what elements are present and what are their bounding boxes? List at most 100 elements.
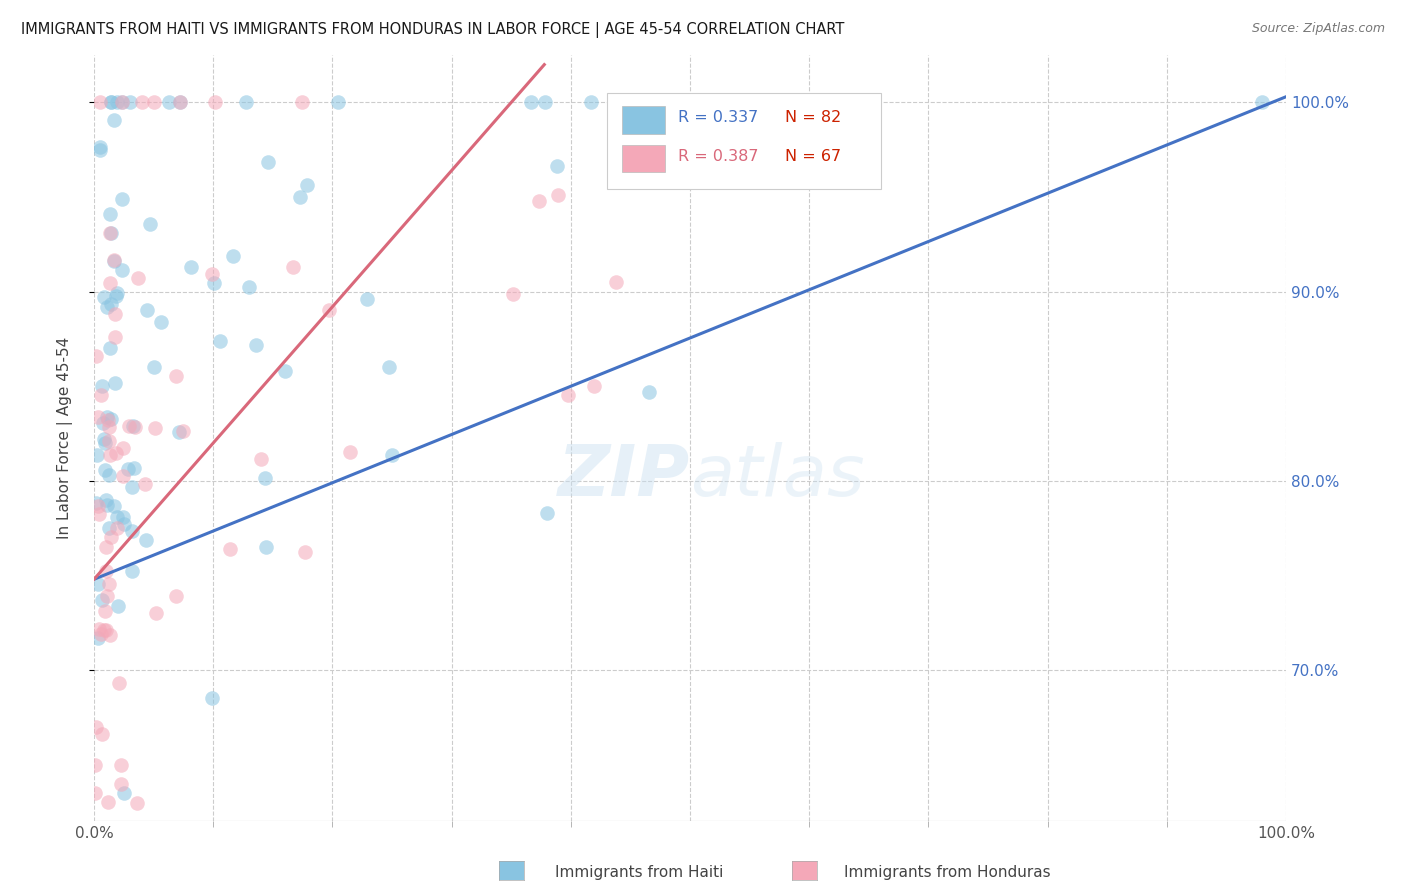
Text: atlas: atlas bbox=[690, 442, 865, 511]
Point bbox=[169, 95, 191, 110]
Point bbox=[254, 471, 277, 485]
Point bbox=[100, 227, 122, 241]
Point bbox=[100, 207, 122, 221]
Point bbox=[118, 419, 141, 434]
Point bbox=[91, 416, 114, 430]
Point bbox=[100, 412, 122, 426]
Point bbox=[201, 690, 224, 705]
Point bbox=[84, 720, 107, 734]
Point bbox=[605, 275, 627, 289]
Text: R = 0.337: R = 0.337 bbox=[678, 111, 758, 126]
Point bbox=[328, 95, 350, 110]
Point bbox=[100, 95, 122, 110]
Point bbox=[679, 114, 702, 128]
Point bbox=[96, 565, 118, 579]
Point bbox=[100, 297, 122, 311]
Point bbox=[94, 493, 117, 508]
Point bbox=[165, 589, 187, 603]
Point bbox=[534, 95, 557, 110]
Point bbox=[110, 193, 132, 207]
Point bbox=[121, 524, 143, 538]
Point bbox=[103, 254, 125, 268]
Point bbox=[638, 384, 661, 399]
Point bbox=[256, 540, 278, 554]
Point bbox=[96, 498, 118, 512]
Point bbox=[245, 338, 267, 352]
Point bbox=[89, 140, 111, 154]
Y-axis label: In Labor Force | Age 45-54: In Labor Force | Age 45-54 bbox=[58, 337, 73, 540]
Text: ZIP: ZIP bbox=[558, 442, 690, 511]
Point bbox=[108, 676, 131, 690]
Point bbox=[356, 292, 378, 306]
Point bbox=[290, 189, 312, 203]
Point bbox=[318, 303, 340, 318]
Point bbox=[86, 448, 108, 462]
Point bbox=[90, 388, 112, 402]
FancyBboxPatch shape bbox=[621, 106, 665, 134]
Point bbox=[238, 280, 260, 294]
Point bbox=[103, 113, 125, 128]
Point bbox=[527, 194, 550, 208]
Point bbox=[98, 628, 121, 642]
Point bbox=[112, 516, 135, 531]
Point bbox=[89, 95, 111, 110]
Point bbox=[131, 95, 153, 110]
Point bbox=[135, 533, 157, 548]
Point bbox=[111, 95, 134, 110]
Point bbox=[283, 260, 305, 274]
Point bbox=[96, 623, 118, 637]
Point bbox=[96, 409, 118, 424]
Point bbox=[93, 432, 115, 446]
Point bbox=[167, 425, 190, 439]
Point bbox=[339, 444, 361, 458]
Text: R = 0.387: R = 0.387 bbox=[678, 149, 759, 164]
Point bbox=[98, 468, 121, 483]
Point bbox=[98, 227, 121, 241]
Point bbox=[84, 349, 107, 363]
Text: Source: ZipAtlas.com: Source: ZipAtlas.com bbox=[1251, 22, 1385, 36]
Point bbox=[291, 95, 314, 110]
Point bbox=[100, 95, 122, 110]
Point bbox=[96, 413, 118, 427]
Point bbox=[93, 623, 115, 637]
Text: IMMIGRANTS FROM HAITI VS IMMIGRANTS FROM HONDURAS IN LABOR FORCE | AGE 45-54 COR: IMMIGRANTS FROM HAITI VS IMMIGRANTS FROM… bbox=[21, 22, 845, 38]
Point bbox=[104, 376, 127, 391]
Text: Immigrants from Haiti: Immigrants from Haiti bbox=[555, 865, 724, 880]
Point bbox=[143, 359, 166, 374]
Point bbox=[96, 590, 118, 604]
Point bbox=[94, 435, 117, 450]
Point bbox=[378, 360, 401, 375]
Point bbox=[149, 314, 172, 328]
Point bbox=[134, 477, 156, 491]
Point bbox=[112, 786, 135, 800]
Point bbox=[124, 420, 146, 434]
Point bbox=[209, 334, 232, 349]
Point bbox=[84, 757, 107, 772]
Point bbox=[104, 307, 127, 321]
Point bbox=[172, 425, 194, 439]
Point bbox=[110, 777, 132, 791]
Point bbox=[122, 461, 145, 475]
Point bbox=[93, 290, 115, 304]
Point bbox=[84, 496, 107, 510]
Point bbox=[110, 758, 132, 772]
Point bbox=[111, 441, 134, 455]
Point bbox=[89, 143, 111, 157]
Point bbox=[98, 577, 121, 591]
Point bbox=[90, 627, 112, 641]
Point bbox=[105, 520, 128, 534]
Point bbox=[125, 796, 148, 810]
Point bbox=[202, 277, 225, 291]
Point bbox=[105, 95, 128, 110]
Point bbox=[381, 449, 404, 463]
Point bbox=[139, 217, 162, 231]
Point bbox=[204, 95, 226, 110]
Point bbox=[143, 421, 166, 435]
Point bbox=[84, 786, 107, 800]
Point bbox=[98, 448, 121, 462]
Point bbox=[582, 378, 605, 392]
Point bbox=[520, 95, 543, 110]
Point bbox=[294, 545, 316, 559]
Point bbox=[98, 341, 121, 355]
Point bbox=[250, 451, 273, 466]
